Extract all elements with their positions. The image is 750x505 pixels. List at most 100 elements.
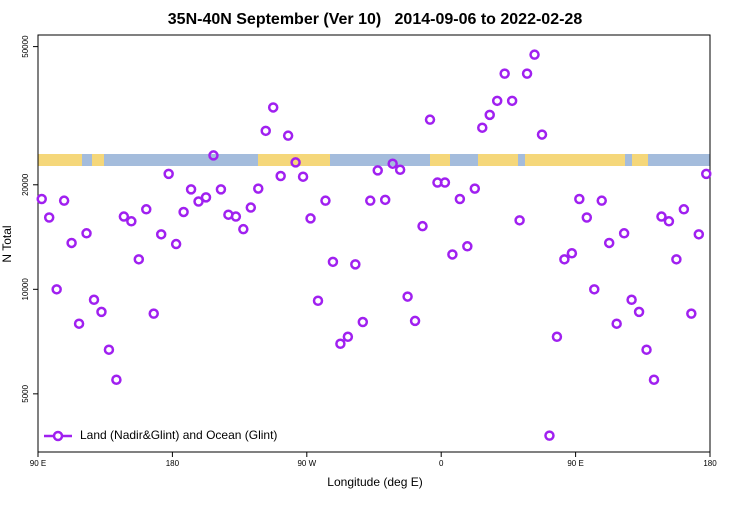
data-point <box>439 177 451 188</box>
data-point <box>155 229 167 240</box>
data-point <box>193 196 204 207</box>
data-point <box>96 306 107 318</box>
data-point <box>603 237 615 249</box>
x-tick-label: 180 <box>703 459 717 468</box>
data-point <box>335 338 346 349</box>
data-point <box>282 130 294 141</box>
data-point <box>215 184 227 195</box>
data-point <box>178 206 189 218</box>
x-tick-label: 90 W <box>297 459 316 468</box>
data-point <box>320 195 331 206</box>
data-point <box>148 308 159 319</box>
data-point <box>409 315 421 327</box>
data-point <box>133 254 145 265</box>
data-point <box>163 168 174 180</box>
data-point <box>103 344 115 355</box>
data-point <box>245 202 257 213</box>
data-point <box>200 192 212 203</box>
y-axis-label: N Total <box>0 225 14 262</box>
data-point <box>312 295 324 306</box>
data-point <box>81 228 92 239</box>
data-point <box>275 170 286 182</box>
data-point <box>36 193 47 205</box>
data-point <box>521 68 533 79</box>
data-point <box>626 294 637 306</box>
data-point <box>170 238 182 250</box>
data-point <box>477 122 488 133</box>
y-tick-label: 5000 <box>21 384 30 402</box>
data-point <box>238 223 249 235</box>
x-tick-label: 0 <box>439 459 444 468</box>
data-point <box>618 228 630 239</box>
data-point <box>536 129 548 140</box>
chart-title: 35N-40N September (Ver 10) 2014-09-06 to… <box>168 11 583 28</box>
data-point <box>66 237 77 249</box>
data-point <box>686 308 697 319</box>
data-point <box>260 125 271 137</box>
data-point <box>357 316 369 328</box>
data-point <box>297 171 309 182</box>
data-point <box>454 193 466 205</box>
data-point <box>499 68 510 79</box>
data-point <box>506 95 518 107</box>
data-point <box>379 194 391 206</box>
data-point <box>58 195 70 206</box>
data-point <box>387 158 398 169</box>
data-point <box>447 249 458 260</box>
data-point <box>641 344 652 355</box>
x-tick-label: 180 <box>166 459 180 468</box>
data-point <box>484 109 495 121</box>
data-point <box>462 241 473 252</box>
data-point <box>290 157 301 168</box>
data-point <box>51 284 62 295</box>
data-point <box>424 114 436 125</box>
data-point <box>185 184 197 195</box>
y-tick-label: 50000 <box>21 35 30 58</box>
x-axis-label: Longitude (deg E) <box>327 475 422 489</box>
x-tick-label: 90 E <box>567 459 583 468</box>
data-point <box>327 256 339 268</box>
data-point <box>589 284 600 295</box>
data-point <box>693 229 705 240</box>
data-point <box>596 195 607 206</box>
data-point <box>551 331 563 343</box>
data-point <box>267 102 279 113</box>
data-point <box>350 259 361 270</box>
data-point <box>230 211 242 222</box>
data-point <box>88 294 100 306</box>
data-point <box>118 211 130 222</box>
data-point <box>417 220 428 232</box>
data-point <box>529 49 540 60</box>
data-point <box>141 204 152 215</box>
y-tick-label: 10000 <box>21 278 30 301</box>
data-point <box>402 291 413 302</box>
data-point <box>305 213 316 224</box>
data-point <box>208 150 219 161</box>
data-point <box>253 183 264 194</box>
data-point <box>365 195 376 206</box>
data-point <box>73 318 85 329</box>
data-point <box>514 215 525 226</box>
plot-frame <box>37 34 711 453</box>
data-point <box>43 212 55 223</box>
legend-label: Land (Nadir&Glint) and Ocean (Glint) <box>80 428 277 442</box>
data-point <box>671 254 682 265</box>
land-ocean-strip <box>38 154 710 166</box>
data-point <box>394 164 406 175</box>
data-point <box>491 95 503 107</box>
data-point <box>469 183 481 194</box>
data-point <box>126 216 137 227</box>
data-point <box>566 248 578 259</box>
data-point <box>574 193 585 205</box>
data-point <box>611 318 622 329</box>
data-point <box>678 204 690 215</box>
x-tick-label: 90 E <box>30 459 46 468</box>
data-point <box>656 211 667 222</box>
legend-marker <box>52 430 64 442</box>
data-point <box>663 216 675 227</box>
data-point <box>648 374 660 385</box>
data-point <box>111 374 122 385</box>
data-point <box>544 430 555 441</box>
data-point <box>559 254 570 265</box>
